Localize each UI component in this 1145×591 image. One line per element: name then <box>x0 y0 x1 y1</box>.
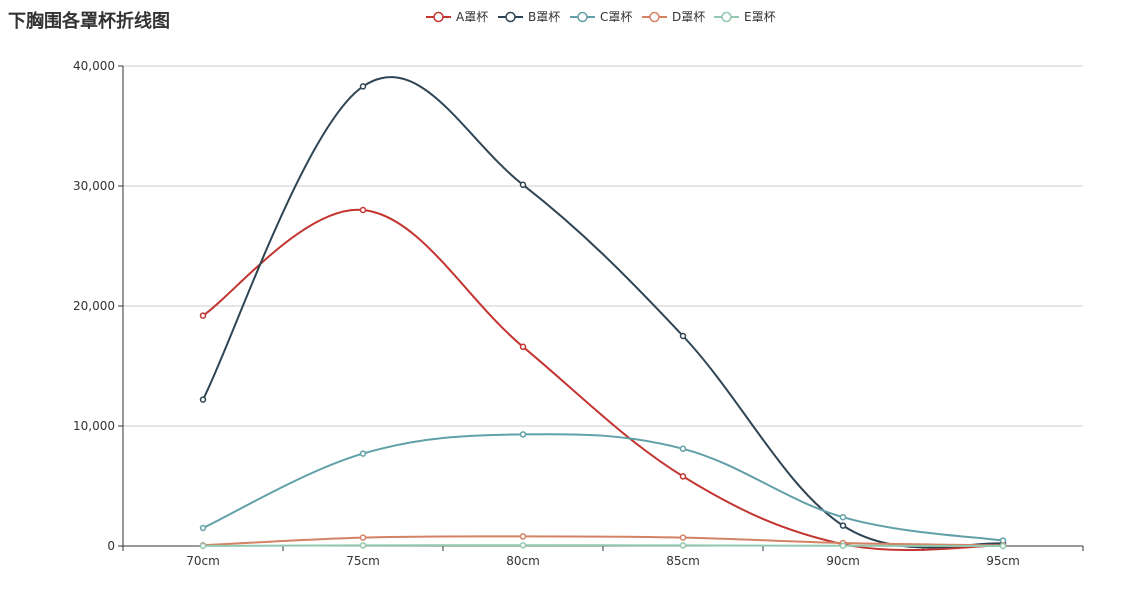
data-point[interactable] <box>519 181 527 189</box>
legend-circle-icon <box>577 11 588 23</box>
data-point[interactable] <box>359 542 367 549</box>
chart-title: 下胸围各罩杯折线图 <box>8 10 170 32</box>
legend-circle-icon <box>505 11 516 23</box>
x-tick-label: 70cm <box>186 554 220 568</box>
data-point[interactable] <box>519 343 527 351</box>
series-line <box>202 208 1004 551</box>
legend-label: D罩杯 <box>672 10 705 24</box>
legend-item[interactable]: C罩杯 <box>570 10 632 24</box>
y-tick-label: 0 <box>107 539 115 553</box>
series-line <box>202 544 1004 547</box>
legend-circle-icon <box>433 11 444 23</box>
y-tick-label: 20,000 <box>73 299 115 313</box>
data-point[interactable] <box>679 542 687 549</box>
data-point[interactable] <box>359 83 367 90</box>
data-point[interactable] <box>679 445 687 453</box>
data-point[interactable] <box>839 513 847 521</box>
data-point[interactable] <box>519 431 527 438</box>
x-tick-label: 75cm <box>346 554 380 568</box>
x-tick-label: 80cm <box>506 554 540 568</box>
data-point[interactable] <box>359 534 367 541</box>
series-1 <box>199 206 1007 551</box>
legend-item[interactable]: A罩杯 <box>426 10 488 24</box>
series-line <box>202 433 1004 542</box>
data-point[interactable] <box>999 542 1007 550</box>
x-tick-label: 95cm <box>986 554 1020 568</box>
data-point[interactable] <box>199 542 207 550</box>
data-point[interactable] <box>679 534 687 541</box>
legend-item[interactable]: E罩杯 <box>714 10 776 24</box>
series-5 <box>199 542 1007 550</box>
grid-lines <box>123 65 1083 427</box>
y-tick-label: 40,000 <box>73 59 115 73</box>
series-2 <box>199 76 1007 549</box>
legend-item[interactable]: B罩杯 <box>498 10 560 24</box>
series-lines <box>199 76 1007 551</box>
x-tick-label: 90cm <box>826 554 860 568</box>
legend-circle-icon <box>649 11 660 23</box>
legend-item[interactable]: D罩杯 <box>642 10 705 24</box>
legend-label: A罩杯 <box>456 10 488 24</box>
data-point[interactable] <box>199 396 207 403</box>
y-tick-label: 30,000 <box>73 179 115 193</box>
data-point[interactable] <box>679 332 687 340</box>
legend-label: B罩杯 <box>528 10 560 24</box>
data-point[interactable] <box>359 450 367 457</box>
y-tick-label: 10,000 <box>73 419 115 433</box>
data-point[interactable] <box>679 473 687 480</box>
data-point[interactable] <box>519 533 527 540</box>
series-line <box>202 535 1004 547</box>
axes: 0 10,000 20,000 30,000 40,000 70cm 75cm 80cm 85c… <box>73 59 1084 568</box>
legend-label: C罩杯 <box>600 10 632 24</box>
data-point[interactable] <box>199 312 207 319</box>
data-point[interactable] <box>519 542 527 549</box>
series-3 <box>199 431 1007 544</box>
legend-circle-icon <box>721 11 732 23</box>
legend-label: E罩杯 <box>744 10 776 24</box>
x-tick-label: 85cm <box>666 554 700 568</box>
data-point[interactable] <box>839 522 847 529</box>
series-line <box>202 76 1004 549</box>
data-point[interactable] <box>199 524 207 532</box>
data-point[interactable] <box>359 206 367 214</box>
data-point[interactable] <box>839 542 847 550</box>
legend: A罩杯 B罩杯 C罩杯 D罩杯 E罩杯 <box>426 10 776 24</box>
